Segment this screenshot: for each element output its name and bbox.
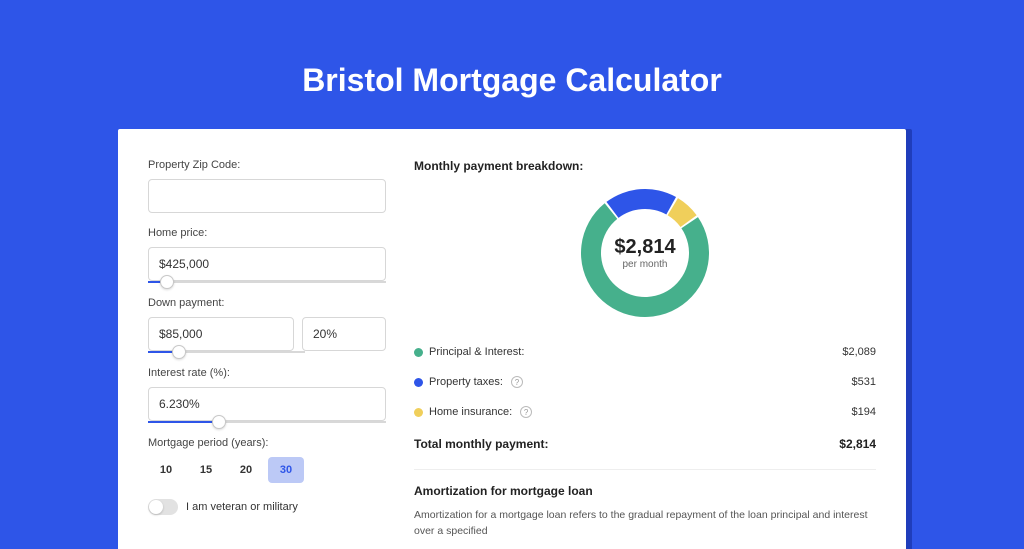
donut-sub: per month [614, 259, 675, 270]
breakdown-panel: Monthly payment breakdown: $2,814 per mo… [414, 159, 876, 549]
veteran-toggle[interactable] [148, 499, 178, 515]
breakdown-title: Monthly payment breakdown: [414, 159, 876, 173]
amortization-title: Amortization for mortgage loan [414, 484, 876, 498]
period-option-20[interactable]: 20 [228, 457, 264, 483]
amortization-section: Amortization for mortgage loan Amortizat… [414, 469, 876, 540]
interest-rate-input[interactable] [148, 387, 386, 421]
legend-row: Property taxes:? $531 [414, 367, 876, 397]
period-option-15[interactable]: 15 [188, 457, 224, 483]
amortization-text: Amortization for a mortgage loan refers … [414, 508, 876, 540]
legend-row: Home insurance:? $194 [414, 397, 876, 427]
legend-dot [414, 348, 423, 357]
info-icon[interactable]: ? [520, 406, 532, 418]
donut-amount: $2,814 [614, 236, 675, 259]
interest-rate-slider[interactable] [148, 421, 386, 423]
down-payment-field-group: Down payment: [148, 297, 386, 353]
total-row: Total monthly payment: $2,814 [414, 427, 876, 465]
total-value: $2,814 [839, 437, 876, 451]
total-label: Total monthly payment: [414, 437, 548, 451]
home-price-field-group: Home price: [148, 227, 386, 283]
period-option-10[interactable]: 10 [148, 457, 184, 483]
interest-rate-label: Interest rate (%): [148, 367, 386, 379]
slider-thumb[interactable] [172, 345, 186, 359]
page-title: Bristol Mortgage Calculator [0, 0, 1024, 129]
zip-field-group: Property Zip Code: [148, 159, 386, 213]
form-panel: Property Zip Code: Home price: Down paym… [148, 159, 386, 549]
legend-value: $2,089 [842, 346, 876, 358]
period-field-group: Mortgage period (years): 10152030 [148, 437, 386, 483]
legend-row: Principal & Interest: $2,089 [414, 337, 876, 367]
legend-value: $531 [852, 376, 876, 388]
veteran-toggle-row: I am veteran or military [148, 499, 386, 515]
home-price-slider[interactable] [148, 281, 386, 283]
donut-chart-wrap: $2,814 per month [414, 189, 876, 317]
legend-dot [414, 408, 423, 417]
calculator-card: Property Zip Code: Home price: Down paym… [118, 129, 906, 549]
zip-input[interactable] [148, 179, 386, 213]
down-payment-slider[interactable] [148, 351, 305, 353]
legend-label: Property taxes: [429, 376, 503, 388]
zip-label: Property Zip Code: [148, 159, 386, 171]
down-payment-label: Down payment: [148, 297, 386, 309]
interest-rate-field-group: Interest rate (%): [148, 367, 386, 423]
period-options: 10152030 [148, 457, 386, 483]
down-payment-pct-input[interactable] [302, 317, 386, 351]
slider-thumb[interactable] [160, 275, 174, 289]
legend-label: Principal & Interest: [429, 346, 524, 358]
legend-label: Home insurance: [429, 406, 512, 418]
info-icon[interactable]: ? [511, 376, 523, 388]
period-label: Mortgage period (years): [148, 437, 386, 449]
period-option-30[interactable]: 30 [268, 457, 304, 483]
down-payment-input[interactable] [148, 317, 294, 351]
legend-value: $194 [852, 406, 876, 418]
legend-dot [414, 378, 423, 387]
home-price-input[interactable] [148, 247, 386, 281]
veteran-label: I am veteran or military [186, 501, 298, 513]
legend-list: Principal & Interest: $2,089 Property taxe… [414, 337, 876, 427]
home-price-label: Home price: [148, 227, 386, 239]
slider-thumb[interactable] [212, 415, 226, 429]
